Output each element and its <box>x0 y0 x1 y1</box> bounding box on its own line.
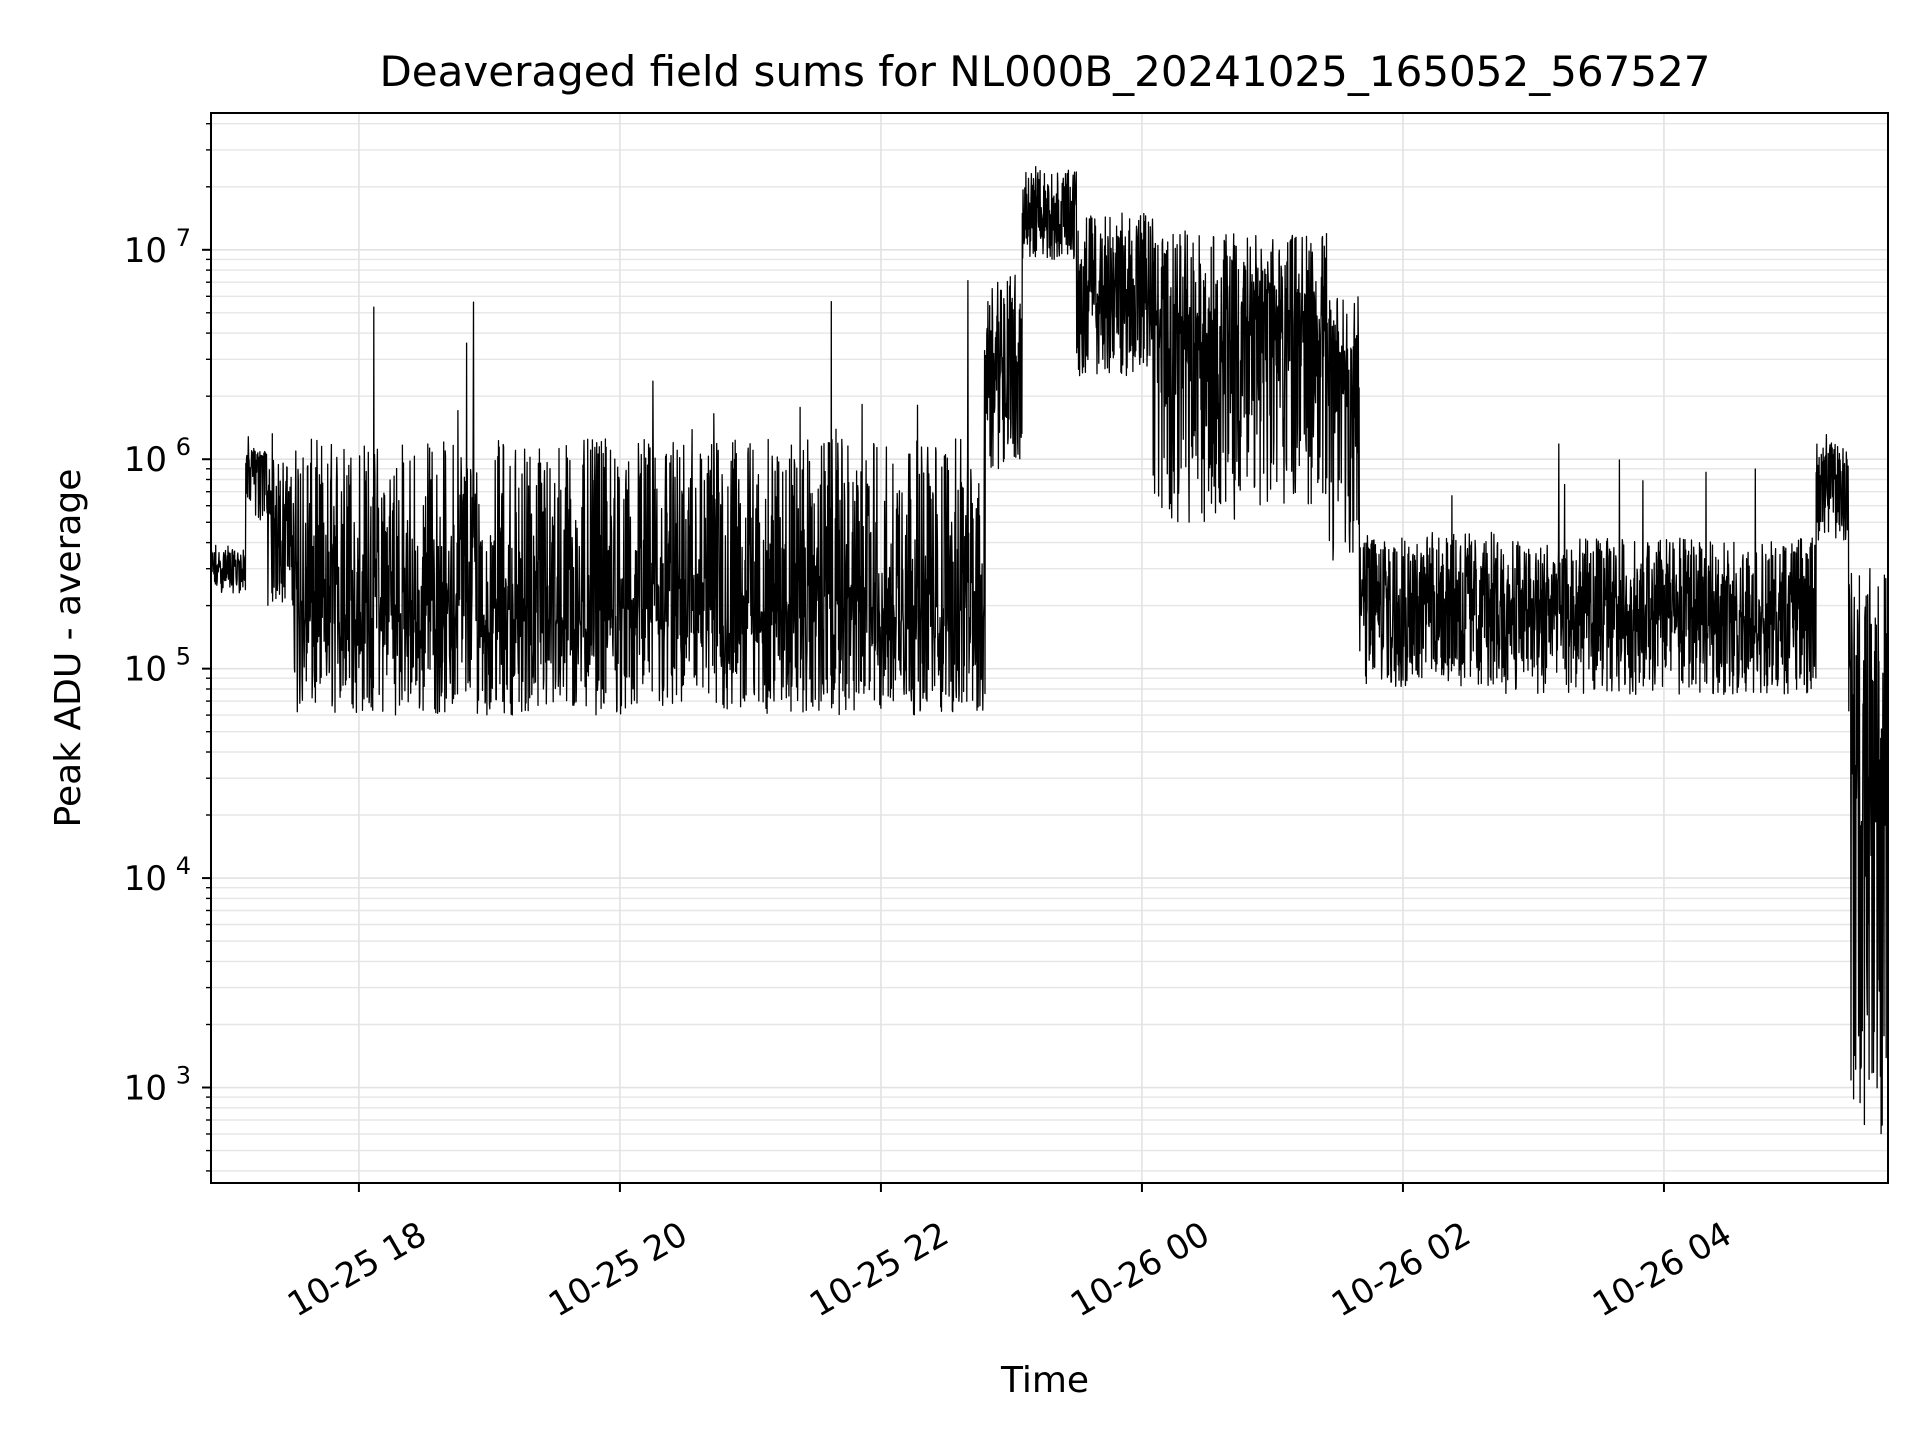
y-tick-label-exponent: 4 <box>176 852 191 880</box>
y-tick-label: 10 <box>124 440 167 480</box>
y-axis: 10 3 10 4 10 5 10 6 10 7 <box>124 122 211 1172</box>
x-axis: 10-25 18 10-25 20 10-25 22 10-26 00 10-26 02… <box>281 1183 1738 1325</box>
x-tick-label: 10-25 18 <box>281 1214 433 1325</box>
y-tick-label: 10 <box>124 231 167 271</box>
x-tick-label: 10-26 00 <box>1064 1214 1216 1325</box>
x-axis-title: Time <box>1000 1360 1089 1401</box>
y-tick-label: 10 <box>124 859 167 899</box>
plot-frame <box>210 112 1889 1184</box>
x-tick-label: 10-26 04 <box>1586 1214 1738 1325</box>
series-peak-adu <box>210 165 1889 1135</box>
y-tick-label-exponent: 7 <box>176 224 191 252</box>
x-tick-label: 10-25 22 <box>803 1214 955 1325</box>
x-tick-label: 10-26 02 <box>1325 1214 1477 1325</box>
y-tick-label: 10 <box>124 1069 167 1109</box>
series-line <box>210 165 1889 1135</box>
y-axis-title: Peak ADU - average <box>48 469 89 828</box>
y-tick-label-exponent: 5 <box>176 643 191 671</box>
y-tick-label: 10 <box>124 650 167 690</box>
y-tick-label-exponent: 3 <box>176 1062 191 1090</box>
chart-title: Deaveraged field sums for NL000B_2024102… <box>379 47 1710 96</box>
y-tick-label-exponent: 6 <box>176 433 191 461</box>
x-tick-label: 10-25 20 <box>542 1214 694 1325</box>
